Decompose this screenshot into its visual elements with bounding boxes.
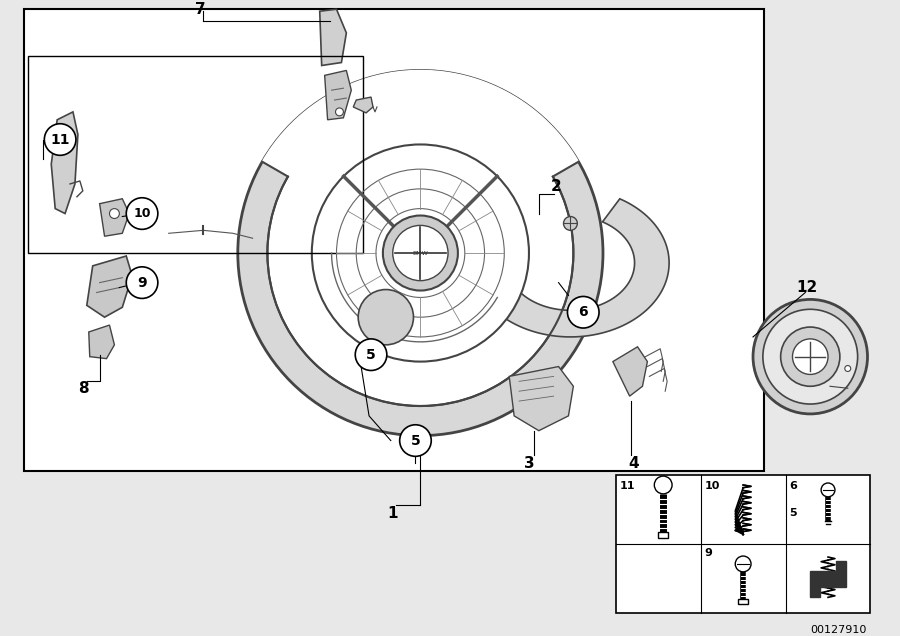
Circle shape: [356, 339, 387, 371]
Circle shape: [238, 71, 603, 436]
Text: 6: 6: [579, 305, 588, 319]
Circle shape: [654, 476, 672, 494]
Text: 4: 4: [628, 456, 639, 471]
Bar: [28, 55, 363, 253]
Text: 1: 1: [388, 506, 398, 521]
Text: 5: 5: [789, 508, 797, 518]
Circle shape: [358, 289, 413, 345]
Circle shape: [126, 267, 158, 298]
Polygon shape: [509, 366, 573, 431]
Bar: [23, 10, 764, 471]
Text: BMW: BMW: [412, 251, 428, 256]
Text: 8: 8: [78, 381, 89, 396]
Circle shape: [392, 225, 448, 280]
Text: 11: 11: [620, 481, 635, 491]
Circle shape: [821, 483, 835, 497]
Circle shape: [845, 366, 850, 371]
Text: 10: 10: [705, 481, 720, 491]
Polygon shape: [89, 325, 114, 359]
Circle shape: [336, 108, 344, 116]
Circle shape: [568, 296, 599, 328]
Text: 12: 12: [796, 280, 818, 295]
Text: 7: 7: [195, 2, 205, 17]
Text: 5: 5: [410, 434, 420, 448]
Polygon shape: [320, 10, 346, 66]
Text: 00127910: 00127910: [810, 625, 867, 635]
Circle shape: [110, 209, 120, 219]
Circle shape: [126, 198, 158, 230]
Circle shape: [400, 425, 431, 457]
Polygon shape: [354, 97, 373, 113]
Polygon shape: [613, 347, 647, 396]
Text: 9: 9: [137, 275, 147, 289]
Circle shape: [44, 124, 76, 155]
Circle shape: [311, 144, 529, 362]
Circle shape: [763, 309, 858, 404]
Polygon shape: [51, 112, 78, 214]
Text: 9: 9: [705, 548, 713, 558]
Text: 6: 6: [789, 481, 797, 491]
Circle shape: [382, 216, 458, 291]
Text: 5: 5: [366, 348, 376, 362]
Circle shape: [267, 100, 573, 406]
Text: 3: 3: [524, 456, 535, 471]
Circle shape: [793, 339, 828, 375]
Polygon shape: [810, 561, 846, 597]
Polygon shape: [472, 199, 669, 337]
Bar: [658, 532, 668, 538]
Text: 10: 10: [133, 207, 151, 220]
Polygon shape: [86, 256, 132, 317]
Bar: [738, 600, 748, 604]
Polygon shape: [100, 198, 130, 236]
Bar: [616, 475, 870, 613]
Polygon shape: [262, 71, 579, 177]
Polygon shape: [325, 71, 351, 120]
Circle shape: [563, 216, 577, 230]
Text: 11: 11: [50, 132, 70, 146]
Circle shape: [753, 300, 868, 414]
Circle shape: [735, 556, 751, 572]
Text: 2: 2: [551, 179, 562, 195]
Circle shape: [780, 327, 840, 386]
